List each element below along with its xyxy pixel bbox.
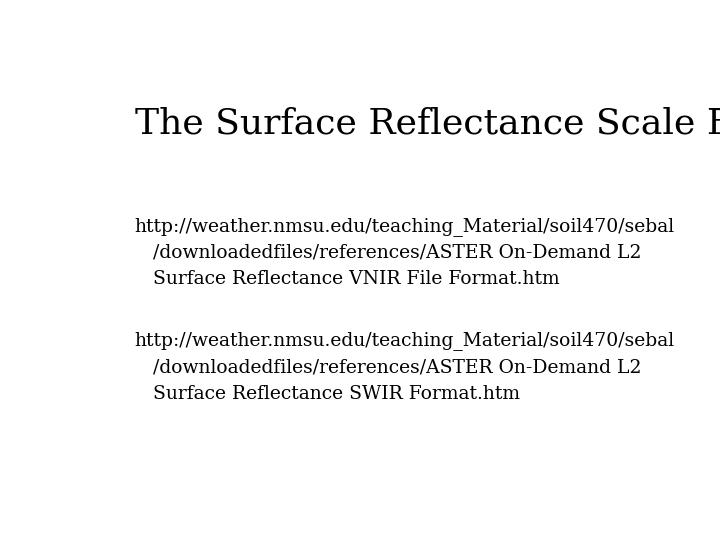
Text: The Surface Reflectance Scale Factor: The Surface Reflectance Scale Factor (135, 106, 720, 140)
Text: http://weather.nmsu.edu/teaching_Material/soil470/sebal
   /downloadedfiles/refe: http://weather.nmsu.edu/teaching_Materia… (135, 217, 675, 288)
Text: http://weather.nmsu.edu/teaching_Material/soil470/sebal
   /downloadedfiles/refe: http://weather.nmsu.edu/teaching_Materia… (135, 331, 675, 403)
